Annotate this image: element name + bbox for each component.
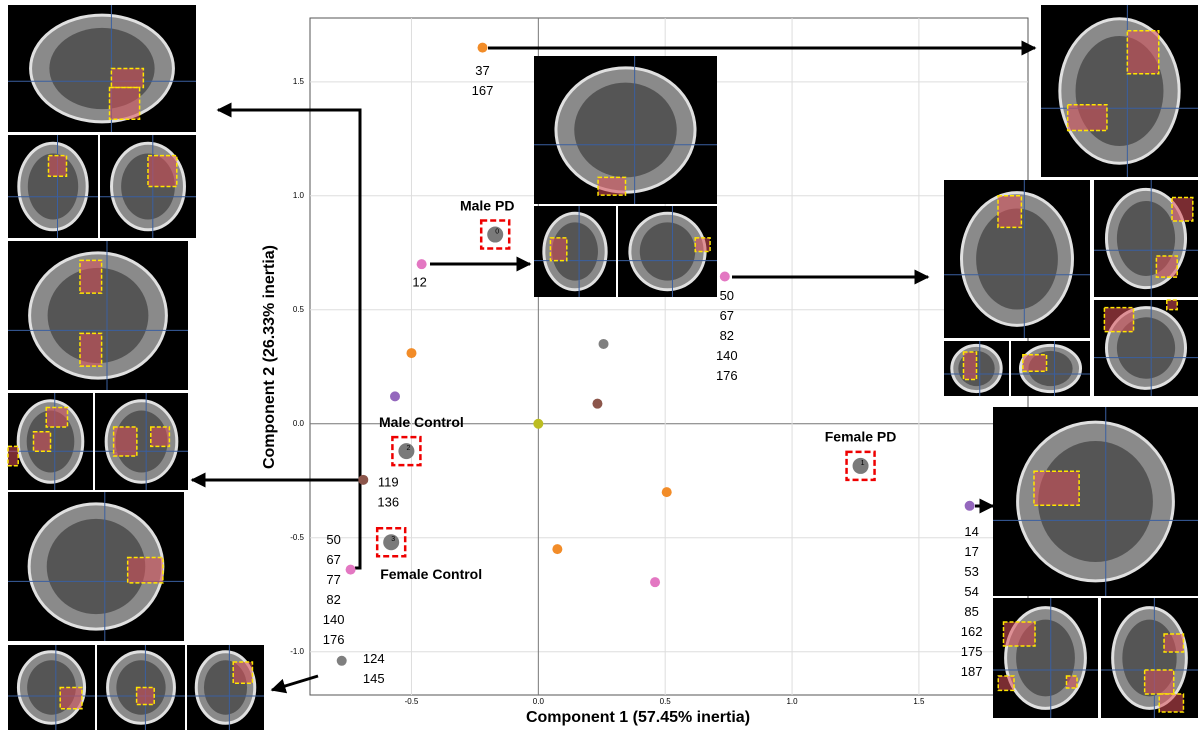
- roi-highlight: [128, 558, 163, 583]
- chart: Component 1 (57.45% inertia) Component 2…: [0, 0, 1198, 730]
- y-tick-label: 0.0: [293, 419, 305, 428]
- roi-highlight: [34, 432, 51, 451]
- roi-highlight: [111, 69, 143, 88]
- subject-id: 124: [363, 651, 385, 666]
- roi-highlight: [1068, 105, 1107, 131]
- subject-id: 50: [720, 288, 734, 303]
- roi-highlight: [80, 333, 102, 366]
- roi-highlight: [137, 688, 155, 705]
- roi-highlight: [1104, 308, 1133, 332]
- subject-id: 77: [326, 572, 340, 587]
- x-tick-label: 1.0: [786, 697, 798, 706]
- subject-id: 53: [964, 564, 978, 579]
- roi-highlight: [1067, 676, 1078, 688]
- subject-id: 12: [412, 275, 426, 290]
- x-tick-label: 0.5: [660, 697, 672, 706]
- group-label: Male PD: [460, 197, 514, 213]
- roi-highlight: [1023, 355, 1047, 372]
- data-point: [337, 656, 347, 666]
- subject-id: 187: [961, 664, 983, 679]
- subject-id: 176: [323, 632, 345, 647]
- subject-id: 140: [716, 348, 738, 363]
- subject-id: 67: [720, 308, 734, 323]
- roi-highlight: [998, 196, 1021, 228]
- roi-highlight: [1127, 31, 1158, 74]
- x-tick-label: -0.5: [405, 697, 419, 706]
- x-tick-label: 1.5: [913, 697, 925, 706]
- subject-id: 119: [378, 474, 399, 489]
- data-point: [533, 419, 543, 429]
- subject-id: 54: [964, 584, 978, 599]
- subject-id: 82: [720, 328, 734, 343]
- roi-highlight: [1167, 300, 1177, 310]
- group-id: 0: [495, 228, 499, 235]
- roi-highlight: [80, 260, 102, 293]
- subject-id: 175: [961, 644, 983, 659]
- subject-id: 85: [964, 604, 978, 619]
- subject-id: 140: [323, 612, 345, 627]
- roi-highlight: [998, 676, 1014, 690]
- roi-highlight: [1164, 634, 1183, 652]
- y-tick-label: 0.5: [293, 305, 305, 314]
- roi-highlight: [114, 427, 137, 456]
- data-point: [599, 339, 609, 349]
- subject-id: 162: [961, 624, 983, 639]
- y-tick-label: -1.0: [290, 647, 304, 656]
- subject-id: 50: [326, 532, 340, 547]
- group-label: Female PD: [825, 429, 897, 445]
- roi-highlight: [1172, 198, 1193, 221]
- subject-id: 37: [475, 63, 489, 78]
- y-tick-label: 1.0: [293, 191, 305, 200]
- subject-id: 176: [716, 368, 738, 383]
- roi-highlight: [1034, 471, 1079, 505]
- roi-highlight: [8, 446, 18, 465]
- data-point: [662, 487, 672, 497]
- x-axis-label: Component 1 (57.45% inertia): [526, 709, 750, 726]
- y-tick-label: 1.5: [293, 77, 305, 86]
- subject-id: 14: [964, 524, 978, 539]
- roi-highlight: [1156, 256, 1177, 277]
- data-point: [592, 399, 602, 409]
- roi-highlight: [598, 177, 625, 195]
- group-id: 2: [406, 445, 410, 452]
- x-tick-label: 0.0: [533, 697, 545, 706]
- roi-highlight: [60, 688, 82, 709]
- group-id: 1: [861, 460, 865, 467]
- roi-highlight: [1004, 622, 1036, 646]
- data-point: [478, 43, 488, 53]
- subject-id: 167: [472, 83, 494, 98]
- data-point: [720, 271, 730, 281]
- subject-id: 136: [377, 494, 399, 509]
- roi-highlight: [151, 427, 170, 446]
- data-point: [650, 577, 660, 587]
- roi-highlight: [49, 156, 67, 177]
- y-tick-label: -0.5: [290, 533, 304, 542]
- subject-id: 82: [326, 592, 340, 607]
- group-label: Male Control: [379, 414, 464, 430]
- brain-inner: [640, 222, 695, 280]
- data-point: [390, 391, 400, 401]
- data-point: [552, 544, 562, 554]
- roi-highlight: [964, 352, 977, 380]
- roi-highlight: [46, 408, 67, 427]
- data-point: [965, 501, 975, 511]
- roi-highlight: [110, 88, 140, 120]
- roi-highlight: [148, 156, 177, 187]
- y-axis-label: Component 2 (26.33% inertia): [261, 245, 278, 469]
- subject-id: 145: [363, 671, 385, 686]
- roi-highlight: [233, 662, 252, 683]
- subject-id: 17: [964, 544, 978, 559]
- data-point: [406, 348, 416, 358]
- brain-inner: [574, 83, 676, 178]
- roi-highlight: [695, 238, 710, 252]
- roi-highlight: [550, 238, 566, 261]
- data-point: [346, 565, 356, 575]
- group-label: Female Control: [380, 566, 482, 582]
- roi-highlight: [1159, 694, 1183, 712]
- data-point: [417, 259, 427, 269]
- data-point: [358, 475, 368, 485]
- roi-highlight: [1145, 670, 1174, 694]
- group-id: 3: [391, 536, 395, 543]
- subject-id: 67: [326, 552, 340, 567]
